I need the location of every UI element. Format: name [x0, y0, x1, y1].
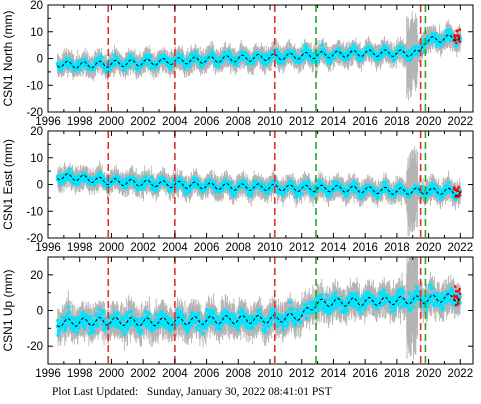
x-tick-label-east-2020: 2020: [416, 242, 442, 254]
y-tick-label-north--10: -10: [26, 80, 43, 92]
y-tick-label-east-20: 20: [30, 126, 43, 138]
panel-north: 1996 1998 2000 2002 2004 2006 2008 2010 2012 2014…: [1, 0, 474, 128]
plot-footer: Plot Last Updated: Sunday, January 30, 2…: [52, 386, 332, 398]
x-tick-label-up-2016: 2016: [352, 368, 378, 380]
data-layer-up: [55, 257, 463, 360]
x-tick-label-east-1996: 1996: [35, 242, 61, 254]
outlier-points-east: [452, 186, 462, 199]
x-tick-label-up-1996: 1996: [35, 368, 61, 380]
outlier-points-north: [452, 28, 462, 45]
footer-timestamp: Sunday, January 30, 2022 08:41:01 PST: [146, 386, 332, 398]
x-tick-label-east-2016: 2016: [352, 242, 378, 254]
model-line-north: [57, 34, 461, 69]
y-tick-label-east-0: 0: [37, 180, 43, 192]
y-tick-label-up-0: 0: [37, 306, 43, 318]
x-tick-label-east-2002: 2002: [130, 242, 156, 254]
model-line-up: [57, 293, 461, 328]
y-tick-label-up-20: 20: [30, 270, 43, 282]
y-tick-label-east-10: 10: [30, 153, 43, 165]
x-tick-label-up-2008: 2008: [226, 368, 252, 380]
x-tick-label-north-2000: 2000: [99, 116, 125, 128]
x-tick-label-north-2018: 2018: [384, 116, 410, 128]
x-tick-label-north-2022: 2022: [448, 116, 474, 128]
x-tick-label-north-2008: 2008: [226, 116, 252, 128]
x-tick-label-up-2002: 2002: [130, 368, 156, 380]
panel-up: 1996 1998 2000 2002 2004 2006 2008 2010 2012 2014…: [1, 256, 474, 380]
data-points-up: [55, 283, 463, 337]
x-tick-label-up-2000: 2000: [99, 368, 125, 380]
x-tick-label-up-1998: 1998: [67, 368, 93, 380]
y-tick-label-up--20: -20: [26, 341, 43, 353]
model-line-east: [57, 173, 461, 196]
x-tick-label-up-2020: 2020: [416, 368, 442, 380]
x-tick-label-north-2006: 2006: [194, 116, 220, 128]
x-tick-label-north-1998: 1998: [67, 116, 93, 128]
x-tick-label-east-2010: 2010: [257, 242, 283, 254]
x-tick-label-east-2022: 2022: [448, 242, 474, 254]
x-tick-label-east-1998: 1998: [67, 242, 93, 254]
x-tick-label-up-2022: 2022: [448, 368, 474, 380]
y-tick-label-north--20: -20: [26, 107, 43, 119]
x-tick-label-up-2004: 2004: [162, 368, 188, 380]
y-tick-label-east--20: -20: [26, 233, 43, 245]
y-tick-label-north-10: 10: [30, 27, 43, 39]
x-tick-label-east-2006: 2006: [194, 242, 220, 254]
x-tick-label-north-2016: 2016: [352, 116, 378, 128]
x-tick-label-east-2008: 2008: [226, 242, 252, 254]
panel-east: 1996 1998 2000 2002 2004 2006 2008 2010 2012 2014…: [1, 126, 474, 254]
y-axis-label-up: CSN1 Up (mm): [1, 269, 15, 351]
x-tick-label-north-2014: 2014: [321, 116, 347, 128]
x-tick-label-north-2010: 2010: [257, 116, 283, 128]
x-tick-label-east-2014: 2014: [321, 242, 347, 254]
x-tick-label-up-2014: 2014: [321, 368, 347, 380]
x-tick-label-east-2004: 2004: [162, 242, 188, 254]
gps-timeseries-figure: 1996 1998 2000 2002 2004 2006 2008 2010 2012 2014…: [1, 0, 474, 380]
data-layer-north: [55, 11, 463, 101]
y-axis-label-east: CSN1 East (mm): [1, 139, 15, 230]
x-tick-label-up-2010: 2010: [257, 368, 283, 380]
y-tick-label-north-0: 0: [37, 54, 43, 66]
x-tick-label-east-2000: 2000: [99, 242, 125, 254]
x-tick-label-east-2018: 2018: [384, 242, 410, 254]
x-tick-label-north-2012: 2012: [289, 116, 315, 128]
data-layer-east: [55, 146, 463, 237]
y-tick-label-east--10: -10: [26, 206, 43, 218]
footer-label: Plot Last Updated:: [52, 386, 139, 398]
x-tick-label-north-1996: 1996: [35, 116, 61, 128]
x-tick-label-east-2012: 2012: [289, 242, 315, 254]
x-tick-label-north-2020: 2020: [416, 116, 442, 128]
x-tick-label-up-2006: 2006: [194, 368, 220, 380]
x-tick-label-up-2012: 2012: [289, 368, 315, 380]
y-axis-label-north: CSN1 North (mm): [1, 10, 15, 106]
y-tick-label-north-20: 20: [30, 0, 43, 12]
x-tick-label-north-2004: 2004: [162, 116, 188, 128]
x-tick-label-up-2018: 2018: [384, 368, 410, 380]
x-tick-label-north-2002: 2002: [130, 116, 156, 128]
